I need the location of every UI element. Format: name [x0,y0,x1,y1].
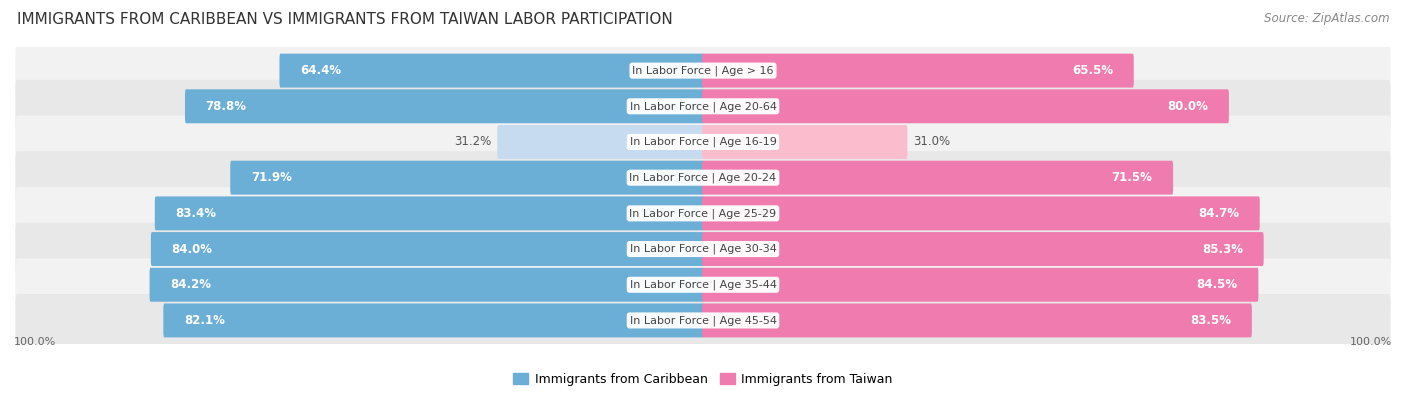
Text: IMMIGRANTS FROM CARIBBEAN VS IMMIGRANTS FROM TAIWAN LABOR PARTICIPATION: IMMIGRANTS FROM CARIBBEAN VS IMMIGRANTS … [17,12,672,27]
Text: 71.9%: 71.9% [250,171,292,184]
Text: 85.3%: 85.3% [1202,243,1243,256]
FancyBboxPatch shape [702,232,1264,266]
Text: In Labor Force | Age 20-24: In Labor Force | Age 20-24 [630,173,776,183]
Text: 83.4%: 83.4% [176,207,217,220]
FancyBboxPatch shape [149,268,704,302]
FancyBboxPatch shape [702,196,1260,230]
Text: 31.2%: 31.2% [454,135,492,149]
Text: 31.0%: 31.0% [912,135,950,149]
FancyBboxPatch shape [186,89,704,123]
Text: In Labor Force | Age 45-54: In Labor Force | Age 45-54 [630,315,776,326]
FancyBboxPatch shape [702,268,1258,302]
FancyBboxPatch shape [163,303,704,337]
Text: In Labor Force | Age 25-29: In Labor Force | Age 25-29 [630,208,776,218]
Text: 82.1%: 82.1% [184,314,225,327]
Text: 71.5%: 71.5% [1112,171,1153,184]
Text: In Labor Force | Age > 16: In Labor Force | Age > 16 [633,65,773,76]
Text: In Labor Force | Age 35-44: In Labor Force | Age 35-44 [630,280,776,290]
Text: In Labor Force | Age 16-19: In Labor Force | Age 16-19 [630,137,776,147]
FancyBboxPatch shape [155,196,704,230]
Text: 100.0%: 100.0% [14,337,56,347]
FancyBboxPatch shape [231,161,704,195]
FancyBboxPatch shape [702,303,1251,337]
Text: 84.0%: 84.0% [172,243,212,256]
Text: 84.2%: 84.2% [170,278,211,291]
FancyBboxPatch shape [15,294,1391,347]
FancyBboxPatch shape [702,125,907,159]
FancyBboxPatch shape [15,258,1391,311]
FancyBboxPatch shape [498,125,704,159]
Text: 83.5%: 83.5% [1191,314,1232,327]
Text: In Labor Force | Age 20-64: In Labor Force | Age 20-64 [630,101,776,111]
Text: 78.8%: 78.8% [205,100,246,113]
FancyBboxPatch shape [15,116,1391,168]
FancyBboxPatch shape [15,44,1391,97]
FancyBboxPatch shape [15,187,1391,240]
FancyBboxPatch shape [702,54,1133,88]
FancyBboxPatch shape [702,89,1229,123]
Legend: Immigrants from Caribbean, Immigrants from Taiwan: Immigrants from Caribbean, Immigrants fr… [509,368,897,391]
Text: 80.0%: 80.0% [1167,100,1208,113]
FancyBboxPatch shape [150,232,704,266]
FancyBboxPatch shape [15,151,1391,204]
Text: 64.4%: 64.4% [299,64,342,77]
FancyBboxPatch shape [15,223,1391,275]
FancyBboxPatch shape [15,80,1391,133]
Text: Source: ZipAtlas.com: Source: ZipAtlas.com [1264,12,1389,25]
Text: 84.5%: 84.5% [1197,278,1237,291]
FancyBboxPatch shape [280,54,704,88]
FancyBboxPatch shape [702,161,1173,195]
Text: 84.7%: 84.7% [1198,207,1239,220]
Text: 100.0%: 100.0% [1350,337,1392,347]
Text: In Labor Force | Age 30-34: In Labor Force | Age 30-34 [630,244,776,254]
Text: 65.5%: 65.5% [1071,64,1114,77]
